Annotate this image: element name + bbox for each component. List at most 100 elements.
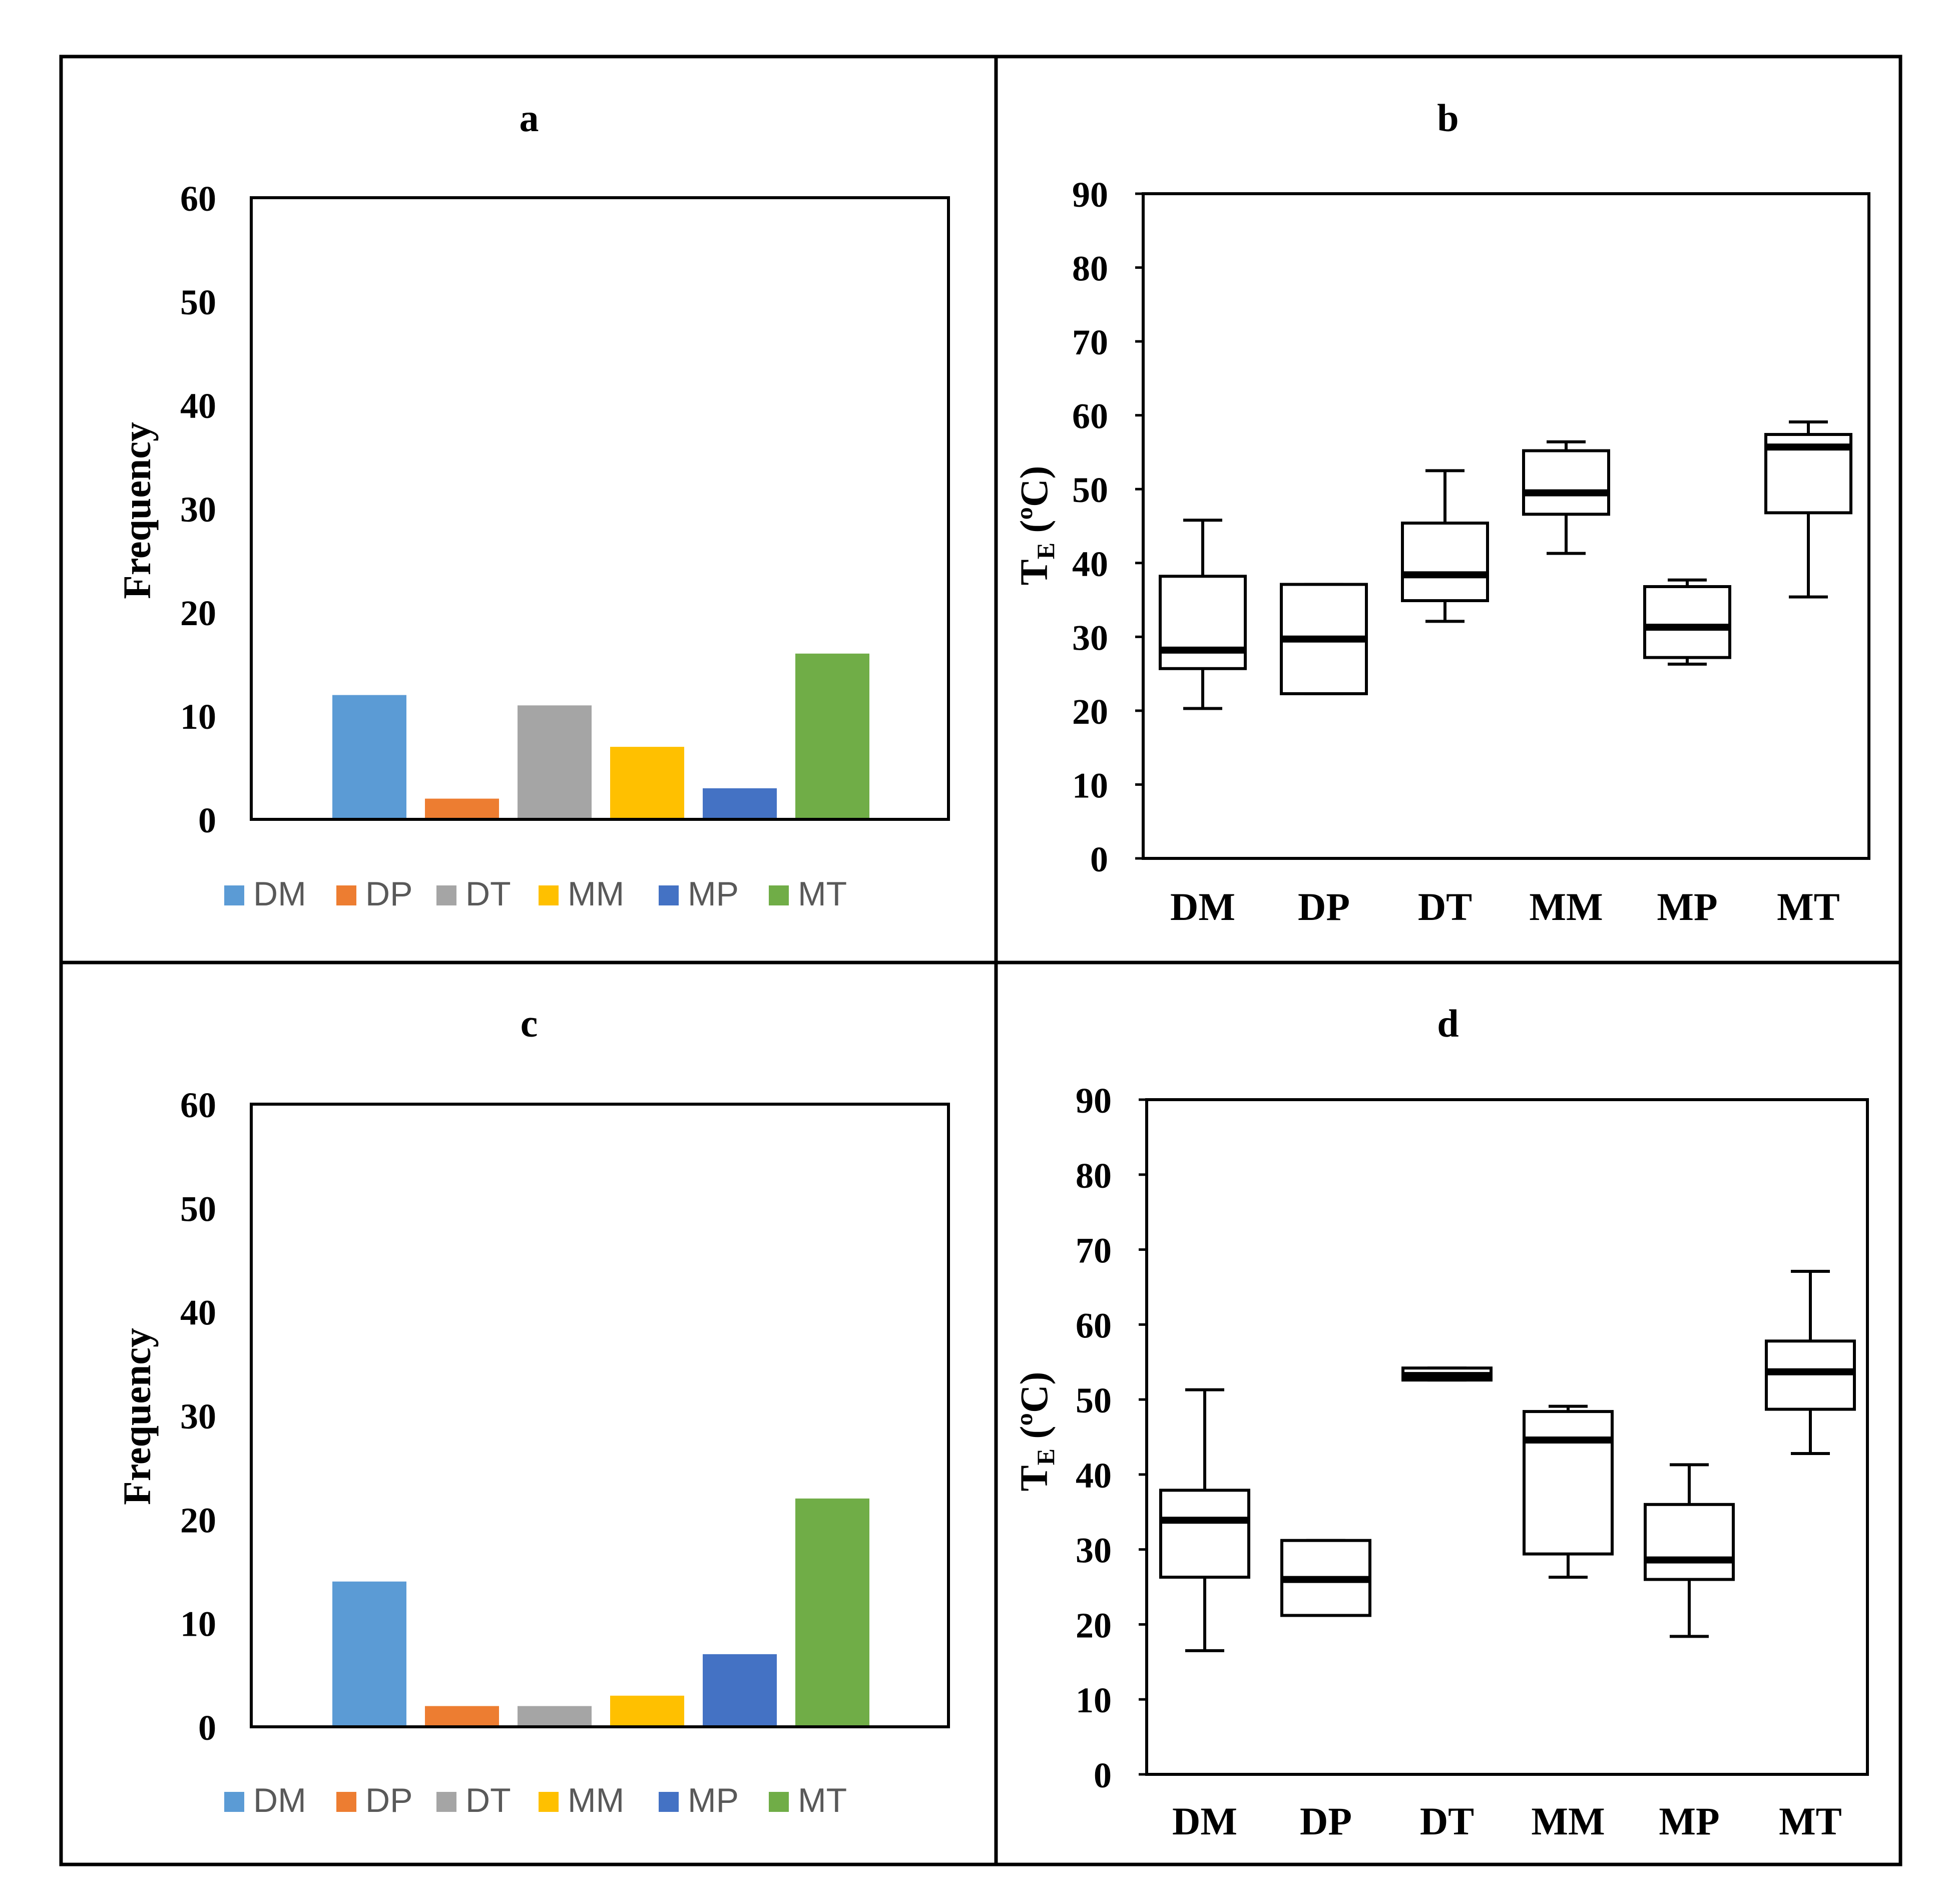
- panel-a-legend-label-dt: DT: [465, 875, 511, 913]
- panel-d-x-label-dp: DP: [1300, 1799, 1352, 1843]
- panel-c-legend-label-dt: DT: [465, 1781, 511, 1819]
- panel-c-bar-chart: c Frequency 0 10 20 30 40 50 60 DM DP DT MM MP MT: [115, 1002, 950, 1819]
- panel-d-y-tick-label: 40: [1076, 1456, 1112, 1496]
- panel-b-y-tick-label: 0: [1090, 839, 1108, 879]
- panel-b-iqr-box-dt: [1401, 522, 1489, 603]
- panel-c-bar-dt: [518, 1706, 592, 1727]
- panel-a-legend-swatch-dt: [436, 885, 456, 905]
- panel-b-box-mp: [1643, 578, 1731, 666]
- panel-a-legend-swatch-mt: [769, 885, 789, 905]
- panel-b-y-tick-label: 90: [1072, 175, 1108, 215]
- panel-d-box-plot: d TE (ºC) 0 10 20 30 40 50 60 70 80 90 DM DP DT MM MP…: [1012, 1002, 1869, 1843]
- panel-b-box-dt: [1401, 469, 1489, 623]
- panel-c-title: c: [521, 1002, 538, 1045]
- panel-b-box-dp: [1280, 583, 1368, 695]
- panel-d-y-tick-label: 50: [1076, 1380, 1112, 1420]
- panel-b-y-ticks: 0 10 20 30 40 50 60 70 80 90: [1072, 175, 1143, 879]
- panel-c-legend: DM DP DT MM MP MT: [224, 1781, 847, 1819]
- panel-b-y-tick-label: 20: [1072, 692, 1108, 732]
- panel-d-ylabel-sub: E: [1032, 1449, 1060, 1465]
- panel-a-y-tick-label: 30: [180, 490, 216, 530]
- panel-b-iqr-box-mp: [1643, 585, 1731, 659]
- panel-a-legend-swatch-mm: [539, 885, 559, 905]
- panel-c-legend-label-dm: DM: [253, 1781, 306, 1819]
- panel-b-y-tick-label: 60: [1072, 396, 1108, 436]
- panel-a-y-tick-label: 0: [198, 800, 216, 840]
- panel-b-y-tick-label: 70: [1072, 322, 1108, 362]
- panel-c-legend-label-mt: MT: [798, 1781, 847, 1819]
- panel-b-title: b: [1437, 96, 1459, 140]
- panel-b-boxes: [1159, 420, 1852, 710]
- panel-a-bar-mt: [795, 653, 869, 819]
- panel-b-x-label-dm: DM: [1170, 885, 1235, 928]
- panel-c-y-tick-label: 20: [180, 1500, 216, 1540]
- panel-b-x-label-dp: DP: [1298, 885, 1350, 928]
- panel-a-plot-frame: [250, 196, 950, 821]
- panel-a-y-tick-label: 60: [180, 179, 216, 219]
- panel-c-ylabel: Frequency: [115, 1328, 159, 1505]
- panel-a-legend-label-dm: DM: [253, 875, 306, 913]
- panel-d-ylabel-main: T: [1012, 1465, 1056, 1491]
- panel-d-y-tick-label: 80: [1076, 1156, 1112, 1196]
- panel-d-y-tick-label: 30: [1076, 1531, 1112, 1571]
- panel-d-x-labels: DM DP DT MM MP MT: [1172, 1799, 1842, 1843]
- panel-a-y-ticks: 0 10 20 30 40 50 60: [180, 179, 216, 840]
- panel-a-legend-label-mt: MT: [798, 875, 847, 913]
- panel-a-y-tick-label: 20: [180, 593, 216, 633]
- panel-a-y-tick-label: 50: [180, 282, 216, 322]
- panel-a-title: a: [520, 96, 539, 140]
- panel-c-legend-swatch-dt: [436, 1792, 456, 1812]
- panel-d-x-label-mm: MM: [1531, 1799, 1605, 1843]
- panel-b-ylabel-main: T: [1012, 559, 1056, 585]
- panel-b-x-label-mt: MT: [1777, 885, 1840, 928]
- panel-d-box-dt: [1401, 1366, 1493, 1382]
- panel-b-box-plot: b TE (ºC) 0 10 20 30 40 50 60 70 80 90 DM DP DT MM MP…: [1012, 96, 1870, 928]
- panel-a-y-tick-label: 40: [180, 386, 216, 426]
- panel-b-box-mt: [1764, 420, 1852, 599]
- panel-c-legend-swatch-dm: [224, 1792, 244, 1812]
- panel-d-boxes: [1159, 1269, 1856, 1652]
- panel-d-y-tick-label: 70: [1076, 1231, 1112, 1271]
- panel-c-bar-dm: [332, 1581, 406, 1727]
- panel-b-x-label-mp: MP: [1657, 885, 1717, 928]
- panel-b-y-tick-label: 30: [1072, 618, 1108, 658]
- panel-d-y-tick-label: 60: [1076, 1305, 1112, 1345]
- panel-c-plot-frame: [250, 1103, 950, 1728]
- panel-a-bar-mp: [703, 788, 777, 819]
- panel-grid: [59, 55, 1902, 1866]
- panel-c-y-tick-label: 0: [198, 1708, 216, 1748]
- panel-c-bar-mm: [610, 1695, 684, 1727]
- panel-b-y-tick-label: 50: [1072, 470, 1108, 510]
- panel-a-bar-dm: [332, 695, 406, 819]
- panel-d-ylabel-unit: (ºC): [1012, 1372, 1056, 1449]
- panel-d-y-ticks: 0 10 20 30 40 50 60 70 80 90: [1076, 1081, 1147, 1795]
- panel-c-y-tick-label: 40: [180, 1293, 216, 1333]
- panel-d-box-dm: [1159, 1388, 1250, 1652]
- panel-a-bar-chart: a Frequency 0 10 20 30 40 50 60 DM DP DT MM MP MT: [115, 96, 950, 913]
- panel-d-y-tick-label: 90: [1076, 1081, 1112, 1121]
- panel-c-y-tick-label: 50: [180, 1189, 216, 1229]
- panel-d-plot-frame: [1145, 1098, 1869, 1776]
- panel-c-y-tick-label: 10: [180, 1604, 216, 1644]
- panel-b-y-tick-label: 10: [1072, 765, 1108, 805]
- panel-b-ylabel: TE (ºC): [1012, 466, 1060, 586]
- panel-b-iqr-box-dm: [1159, 575, 1247, 670]
- panel-c-legend-swatch-dp: [336, 1792, 356, 1812]
- panel-d-iqr-box-mm: [1523, 1410, 1614, 1556]
- panel-c-legend-swatch-mp: [659, 1792, 679, 1812]
- panel-d-box-dp: [1280, 1539, 1371, 1617]
- panel-a-legend-swatch-dm: [224, 885, 244, 905]
- panel-a-legend-label-mp: MP: [688, 875, 739, 913]
- outer-frame: [59, 55, 1902, 1866]
- panel-c-legend-swatch-mm: [539, 1792, 559, 1812]
- panel-d-ylabel: TE (ºC): [1012, 1372, 1060, 1492]
- panel-d-box-mm: [1523, 1404, 1614, 1579]
- panel-b-box-dm: [1159, 519, 1247, 710]
- panel-a-bar-dt: [518, 705, 592, 819]
- panel-b-y-tick-label: 40: [1072, 544, 1108, 584]
- panel-c-legend-swatch-mt: [769, 1792, 789, 1812]
- panel-d-box-mt: [1765, 1269, 1856, 1455]
- panel-d-x-label-mp: MP: [1659, 1799, 1719, 1843]
